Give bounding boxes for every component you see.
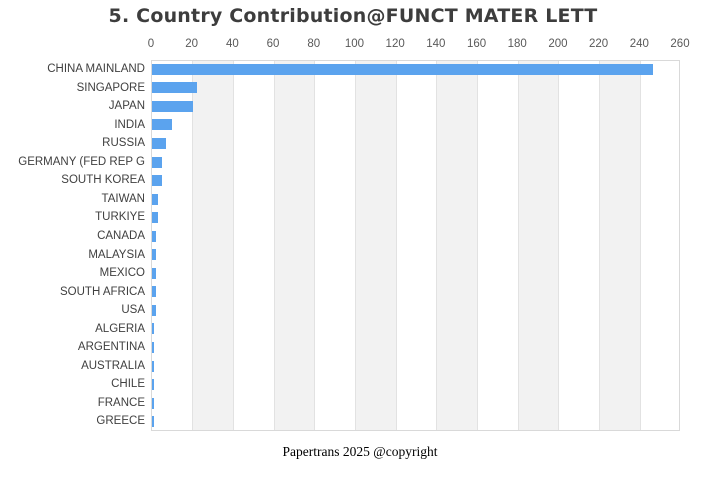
category-label: MALAYSIA [88,248,145,261]
bar [152,100,193,112]
category-label: ARGENTINA [77,341,145,354]
x-tick-label: 0 [147,38,155,50]
gridline [232,61,234,430]
category-label: MEXICO [99,267,145,280]
background-band [436,61,478,430]
plot-area [151,60,680,431]
x-tick-label: 180 [507,38,527,50]
bar [152,360,155,372]
category-label: AUSTRALIA [81,359,145,372]
bar [152,63,653,75]
background-band [192,61,234,430]
category-label: GERMANY (FED REP G [18,155,145,168]
gridline [558,61,560,430]
bar [152,175,163,187]
bar [152,286,157,298]
background-band [355,61,397,430]
bar [152,323,155,335]
bar [152,267,157,279]
x-tick-label: 100 [344,38,365,50]
category-label: JAPAN [108,100,145,113]
gridline [639,61,641,430]
category-label: SOUTH AFRICA [60,285,145,298]
gridline [599,61,601,430]
x-tick-label: 60 [266,38,280,50]
bar [152,230,157,242]
gridline [273,61,275,430]
bar [152,82,197,94]
category-label: SOUTH KOREA [61,174,145,187]
category-label: INDIA [114,118,145,131]
category-label: CHINA MAINLAND [47,63,145,75]
category-label: USA [121,304,145,317]
background-band [518,61,559,430]
x-tick-label: 260 [670,38,690,50]
bar [152,379,155,391]
category-label: CANADA [97,229,145,242]
category-label: TAIWAN [101,192,145,205]
bar [152,416,155,428]
background-band [274,61,315,430]
x-tick-label: 160 [466,38,487,50]
x-tick-label: 140 [426,38,446,50]
chart-title: 5. Country Contribution@FUNCT MATER LETT [108,5,598,27]
bar [152,119,173,131]
category-label: FRANCE [97,396,145,409]
category-label: RUSSIA [102,137,145,150]
category-label: TURKIYE [95,211,145,224]
background-band [599,61,641,430]
gridline [477,61,479,430]
x-tick-label: 80 [307,38,321,50]
bar [152,397,155,409]
category-label: ALGERIA [95,322,145,335]
x-tick-label: 120 [385,38,405,50]
bar [152,342,155,354]
gridline [354,61,356,430]
x-tick-label: 20 [185,38,199,50]
x-tick-label: 200 [548,38,568,50]
bar [152,156,163,168]
x-tick-label: 220 [589,38,609,50]
gridline [517,61,519,430]
x-tick-label: 40 [225,38,239,50]
category-label: SINGAPORE [76,81,145,94]
x-tick-label: 240 [629,38,649,50]
category-label: GREECE [96,415,145,428]
gridline [192,61,194,430]
bar [152,304,157,316]
gridline [395,61,397,430]
bar [152,212,159,224]
footer-copyright: Papertrans 2025 @copyright [282,444,438,459]
gridline [314,61,316,430]
bar [152,193,159,205]
bar [152,137,167,149]
gridline [436,61,438,430]
category-label: CHILE [111,378,145,391]
bar [152,249,157,261]
